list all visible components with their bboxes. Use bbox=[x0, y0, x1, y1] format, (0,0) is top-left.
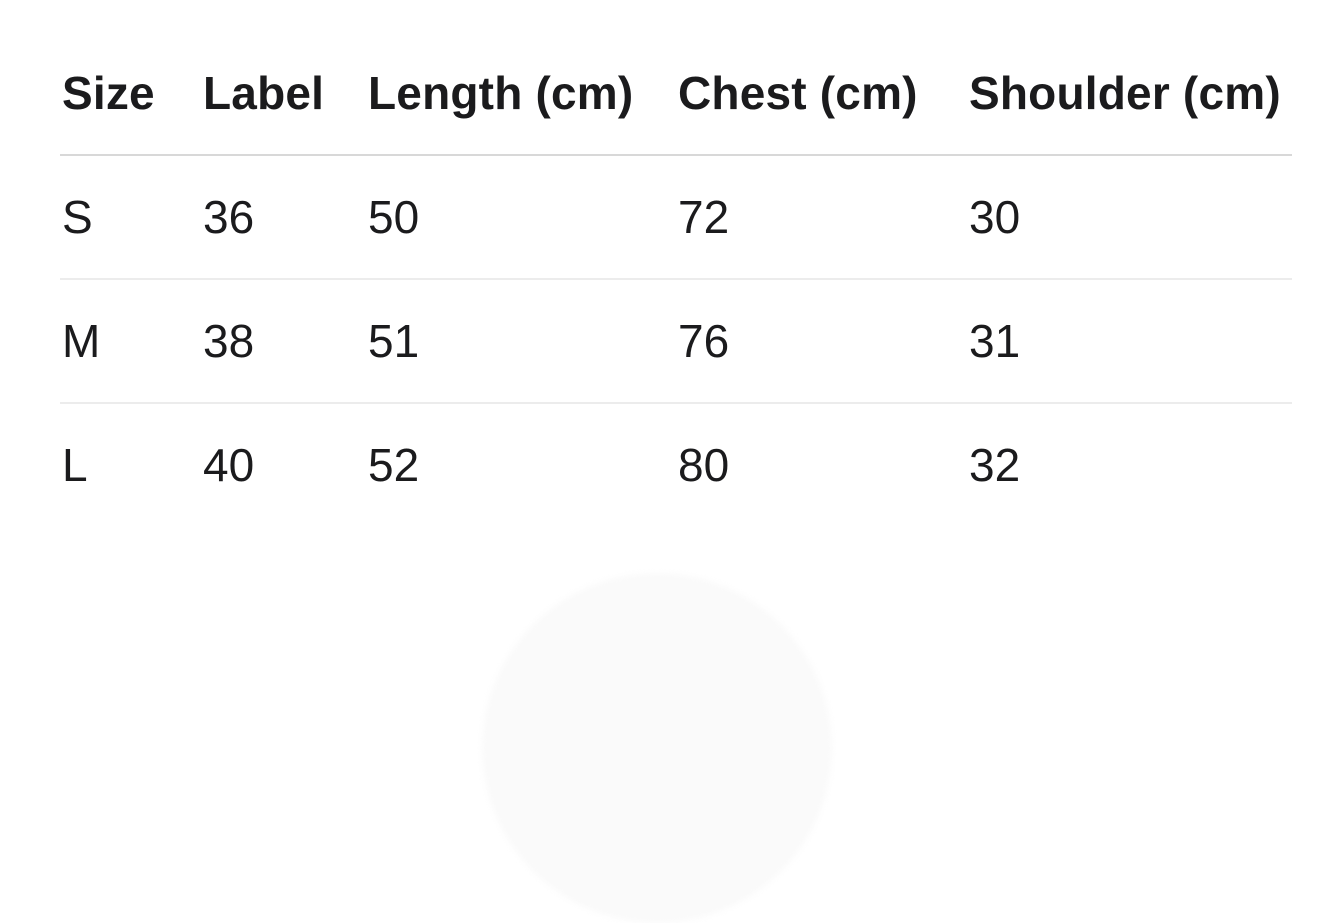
length-cell: 51 bbox=[366, 279, 676, 404]
size-chart-body: S 36 50 72 30 M 38 51 76 31 L 40 52 80 3… bbox=[60, 155, 1292, 526]
label-cell: 38 bbox=[201, 279, 366, 404]
size-cell: L bbox=[62, 439, 88, 491]
table-row: L 40 52 80 32 bbox=[60, 403, 1292, 526]
bottom-dome-decoration bbox=[482, 573, 832, 923]
label-cell: 36 bbox=[201, 155, 366, 280]
size-cell: M bbox=[60, 279, 201, 404]
size-chart-table: Size Label Length (cm) Chest (cm) Should… bbox=[60, 31, 1292, 526]
table-row: S 36 50 72 30 bbox=[60, 155, 1292, 280]
chest-cell: 72 bbox=[676, 155, 967, 280]
table-row: M 38 51 76 31 bbox=[60, 279, 1292, 404]
length-cell: 52 bbox=[368, 439, 420, 491]
length-cell: 50 bbox=[366, 155, 676, 280]
chest-cell: 76 bbox=[676, 279, 967, 404]
chest-cell: 80 bbox=[678, 439, 730, 491]
column-header-length: Length (cm) bbox=[366, 31, 676, 156]
column-header-shoulder: Shoulder (cm) bbox=[967, 31, 1292, 156]
size-chart-header: Size Label Length (cm) Chest (cm) Should… bbox=[60, 31, 1292, 156]
column-header-chest: Chest (cm) bbox=[676, 31, 967, 156]
size-cell: S bbox=[60, 155, 201, 280]
header-row: Size Label Length (cm) Chest (cm) Should… bbox=[60, 31, 1292, 156]
shoulder-cell: 31 bbox=[967, 279, 1292, 404]
shoulder-cell: 32 bbox=[969, 439, 1021, 491]
column-header-size: Size bbox=[60, 31, 201, 156]
label-cell: 40 bbox=[203, 439, 255, 491]
column-header-label: Label bbox=[201, 31, 366, 156]
shoulder-cell: 30 bbox=[967, 155, 1292, 280]
